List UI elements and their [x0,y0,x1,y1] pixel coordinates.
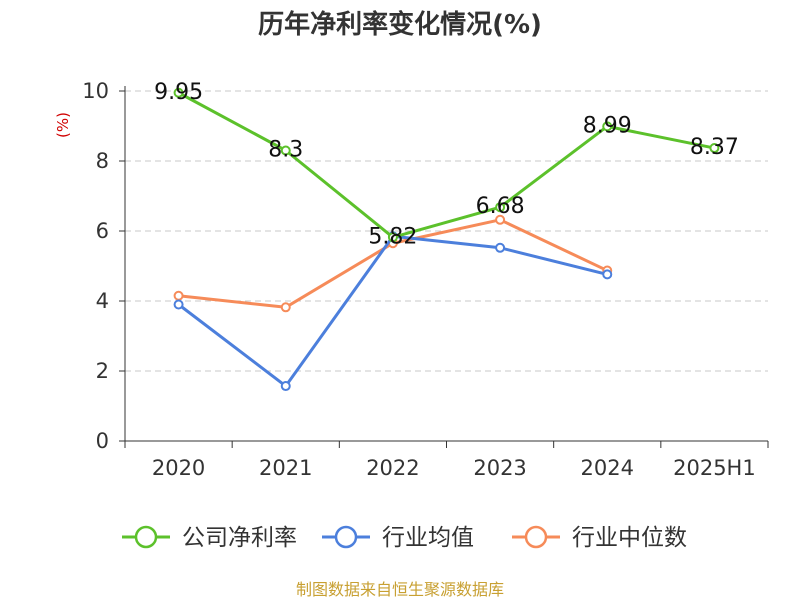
legend: 公司净利率 行业均值 行业中位数 [122,525,687,551]
series-line [177,234,608,388]
legend-label: 行业中位数 [572,525,687,551]
x-tick-label: 2022 [366,456,419,480]
data-label: 9.95 [154,80,203,105]
legend-marker [334,525,358,549]
x-tick-label: 2021 [259,456,312,480]
data-label: 5.82 [368,224,417,249]
series-point [495,214,506,225]
y-axis-unit-label: (%) [54,112,72,138]
series-point [709,143,720,154]
data-label: 8.99 [583,113,632,138]
y-tick-label: 10 [82,79,109,103]
series-point [495,242,506,253]
y-tick-label: 6 [96,219,109,243]
x-tick-label: 2020 [152,456,205,480]
x-tick-label: 2023 [473,456,526,480]
series-point [280,145,291,156]
data-label: 8.3 [268,138,303,163]
legend-label: 行业均值 [382,525,474,551]
data-source-note: 制图数据来自恒生聚源数据库 [296,580,504,599]
legend-label: 公司净利率 [182,525,297,551]
y-tick-label: 0 [96,429,109,453]
chart-title: 历年净利率变化情况(%) [258,9,542,40]
legend-marker [134,525,158,549]
series-point [280,381,291,392]
series-line [177,91,715,239]
axes: 0 2 4 6 8 10 2020 2021 2022 2023 2024 2025H1 [82,79,769,480]
series-point [602,121,613,132]
series-point [173,87,184,98]
series-point [280,302,291,313]
y-tick-label: 4 [96,289,109,313]
y-tick-label: 8 [96,149,109,173]
series-point [173,290,184,301]
data-label: 8.37 [690,135,739,160]
legend-marker [524,525,548,549]
series-point [173,299,184,310]
series-point [495,202,506,213]
x-tick-label: 2024 [581,456,634,480]
y-tick-label: 2 [96,359,109,383]
x-tick-label: 2025H1 [673,456,756,480]
series-point [387,232,398,243]
data-labels: 9.95 8.3 5.82 6.68 8.99 8.37 [154,80,739,250]
data-label: 6.68 [476,194,525,219]
series-group [173,87,720,392]
series-point [602,269,613,280]
